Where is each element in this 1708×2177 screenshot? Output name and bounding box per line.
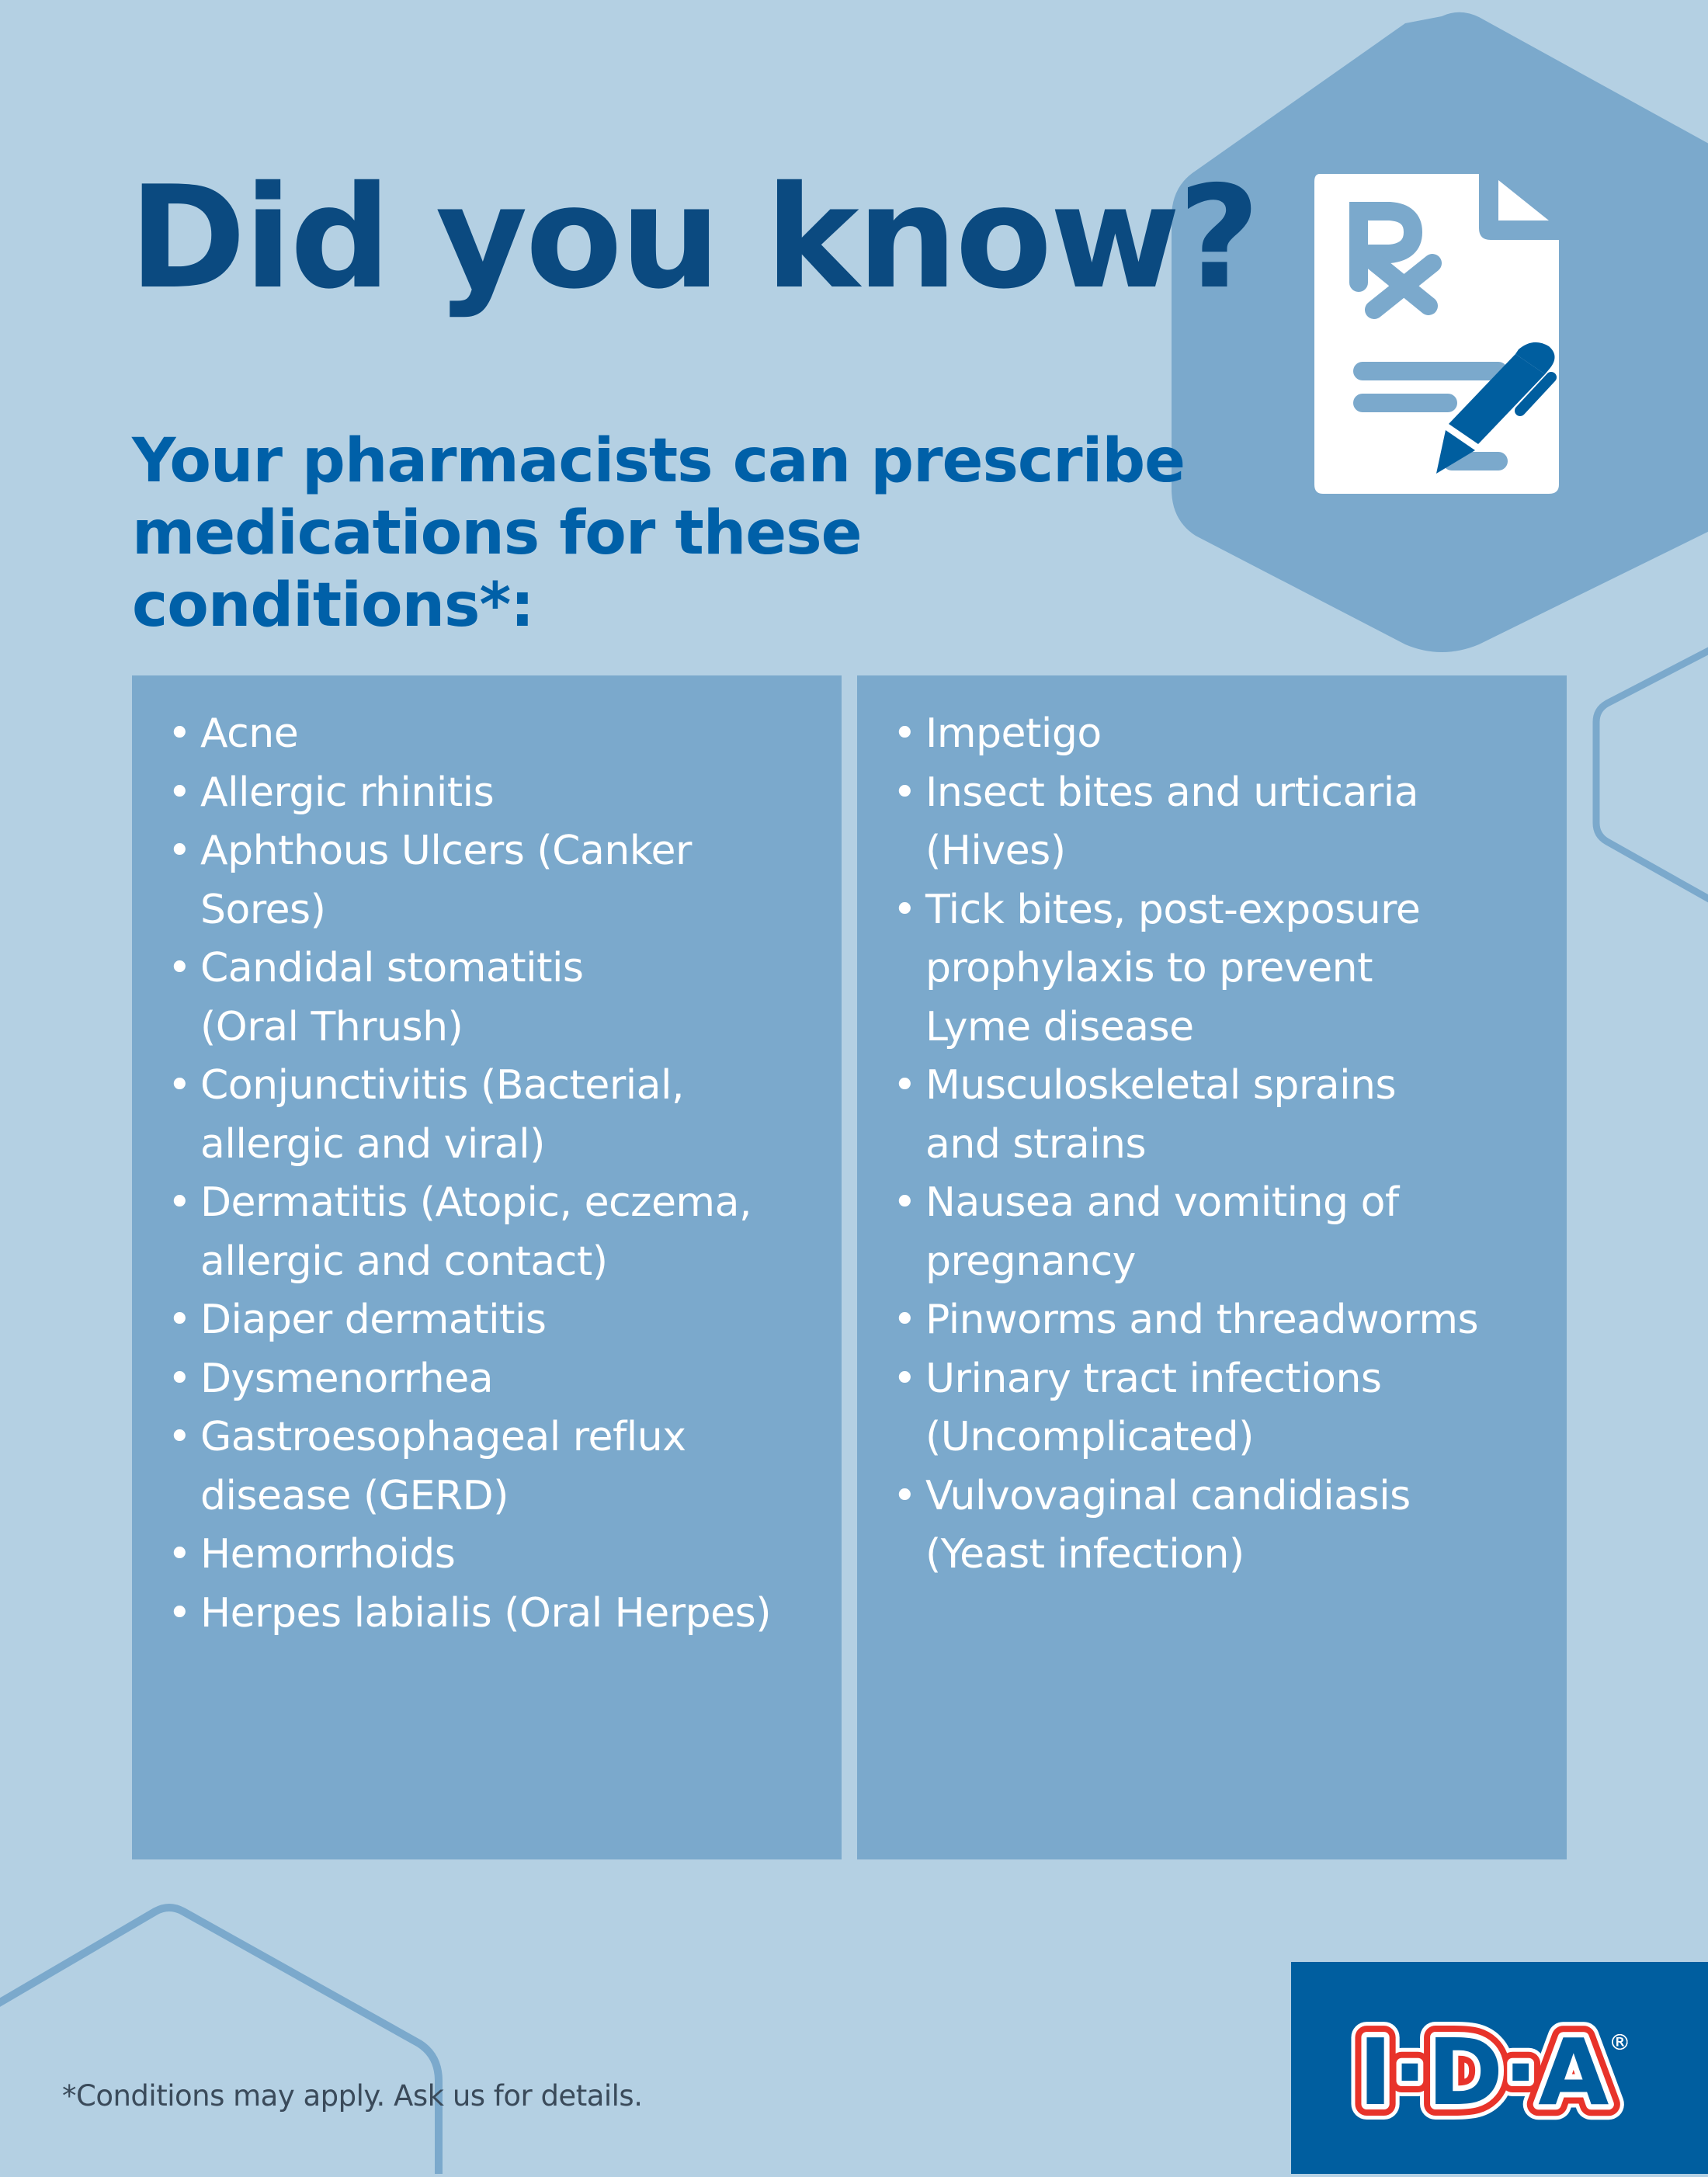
prescription-pen-icon: Rx <box>1312 174 1559 494</box>
condition-item: Conjunctivitis (Bacterial, allergic and … <box>168 1057 826 1174</box>
condition-item: Candidal stomatitis (Oral Thrush) <box>168 939 826 1057</box>
footnote: *Conditions may apply. Ask us for detail… <box>62 2079 643 2113</box>
subtitle-line: Your pharmacists can prescribe <box>132 426 1186 496</box>
condition-item: Impetigo <box>893 705 1551 764</box>
subtitle-line: medications for these conditions*: <box>132 498 863 641</box>
condition-item: Urinary tract infections (Uncomplicated) <box>893 1350 1551 1467</box>
conditions-panel-right: ImpetigoInsect bites and urticaria (Hive… <box>857 675 1567 1859</box>
condition-item: Musculoskeletal sprains and strains <box>893 1057 1551 1174</box>
logo-outline-inner: I·D·A® <box>1359 2019 1631 2126</box>
condition-item: Acne <box>168 705 826 764</box>
right-hexagon-outline <box>1592 647 1708 903</box>
condition-item: Allergic rhinitis <box>168 764 826 823</box>
ida-logo: I·D·A® I·D·A® I·D·A® I·D·A® <box>1291 1962 1708 2174</box>
condition-item: Dysmenorrhea <box>168 1350 826 1409</box>
conditions-panel-left: AcneAllergic rhinitisAphthous Ulcers (Ca… <box>132 675 842 1859</box>
conditions-list-left: AcneAllergic rhinitisAphthous Ulcers (Ca… <box>168 705 826 1644</box>
logo-outline-outer: I·D·A® <box>1359 2019 1631 2126</box>
page-title: Did you know? <box>129 155 1260 320</box>
condition-item: Nausea and vomiting of pregnancy <box>893 1174 1551 1291</box>
condition-item: Vulvovaginal candidiasis (Yeast infectio… <box>893 1467 1551 1585</box>
conditions-list-right: ImpetigoInsect bites and urticaria (Hive… <box>893 705 1551 1585</box>
pen-icon <box>1436 342 1557 474</box>
condition-item: Dermatitis (Atopic, eczema, allergic and… <box>168 1174 826 1291</box>
ida-logo-mark: I·D·A® I·D·A® I·D·A® I·D·A® <box>1343 2003 1631 2141</box>
condition-item: Aphthous Ulcers (Canker Sores) <box>168 822 826 939</box>
page-subtitle: Your pharmacists can prescribe medicatio… <box>132 425 1219 642</box>
condition-item: Tick bites, post-exposure prophylaxis to… <box>893 881 1551 1057</box>
bottom-left-hexagon-outline <box>0 1904 443 2174</box>
condition-item: Insect bites and urticaria (Hives) <box>893 764 1551 881</box>
condition-item: Gastroesophageal reflux disease (GERD) <box>168 1408 826 1526</box>
condition-item: Hemorrhoids <box>168 1526 826 1585</box>
logo-text: I·D·A® <box>1359 2019 1631 2126</box>
condition-item: Diaper dermatitis <box>168 1291 826 1350</box>
condition-item: Pinworms and threadworms <box>893 1291 1551 1350</box>
logo-outline-red: I·D·A® <box>1359 2019 1631 2126</box>
rx-label: Rx <box>1312 174 1314 175</box>
condition-item: Herpes labialis (Oral Herpes) <box>168 1585 826 1644</box>
